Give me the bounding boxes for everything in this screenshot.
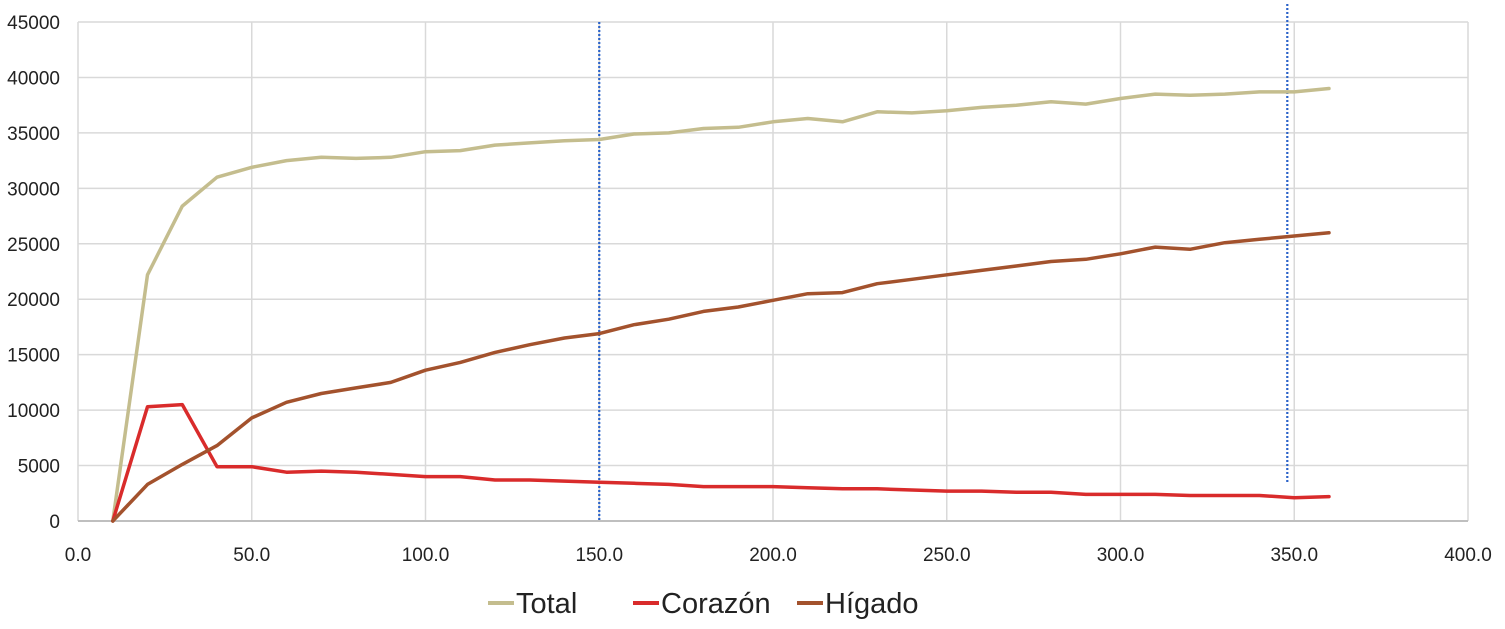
y-tick-label: 30000 <box>7 179 60 200</box>
x-tick-label: 150.0 <box>575 545 623 566</box>
y-tick-label: 20000 <box>7 290 60 311</box>
series-line-corazón <box>111 402 1331 523</box>
legend-label: Corazón <box>661 588 771 620</box>
y-tick-label: 5000 <box>18 457 60 478</box>
y-tick-label: 40000 <box>7 68 60 89</box>
x-tick-label: 400.0 <box>1444 545 1492 566</box>
y-tick-label: 25000 <box>7 235 60 256</box>
x-tick-label: 200.0 <box>749 545 797 566</box>
series-line-hígado <box>111 230 1331 523</box>
y-tick-label: 10000 <box>7 401 60 422</box>
series-line-total <box>111 86 1331 523</box>
y-tick-label: 35000 <box>7 124 60 145</box>
x-tick-label: 300.0 <box>1097 545 1145 566</box>
x-tick-label: 100.0 <box>402 545 450 566</box>
y-tick-label: 45000 <box>7 13 60 34</box>
x-tick-label: 50.0 <box>233 545 270 566</box>
x-axis-ticks: 0.0 50.0 100.0 150.0 200.0 250.0 300.0 350.0 400… <box>65 545 1492 566</box>
legend-label: Hígado <box>825 588 919 620</box>
y-tick-label: 0 <box>49 512 60 533</box>
legend: Total Corazón Hígado <box>488 588 919 620</box>
data-series <box>111 86 1331 523</box>
reference-lines <box>598 4 1289 521</box>
legend-label: Total <box>516 588 577 620</box>
x-tick-label: 0.0 <box>65 545 91 566</box>
y-axis-ticks: 0 5000 10000 15000 20000 25000 30000 35000 40000… <box>7 13 60 533</box>
y-tick-label: 15000 <box>7 346 60 367</box>
x-tick-label: 250.0 <box>923 545 971 566</box>
grid-lines <box>77 21 1469 522</box>
x-tick-label: 350.0 <box>1270 545 1318 566</box>
